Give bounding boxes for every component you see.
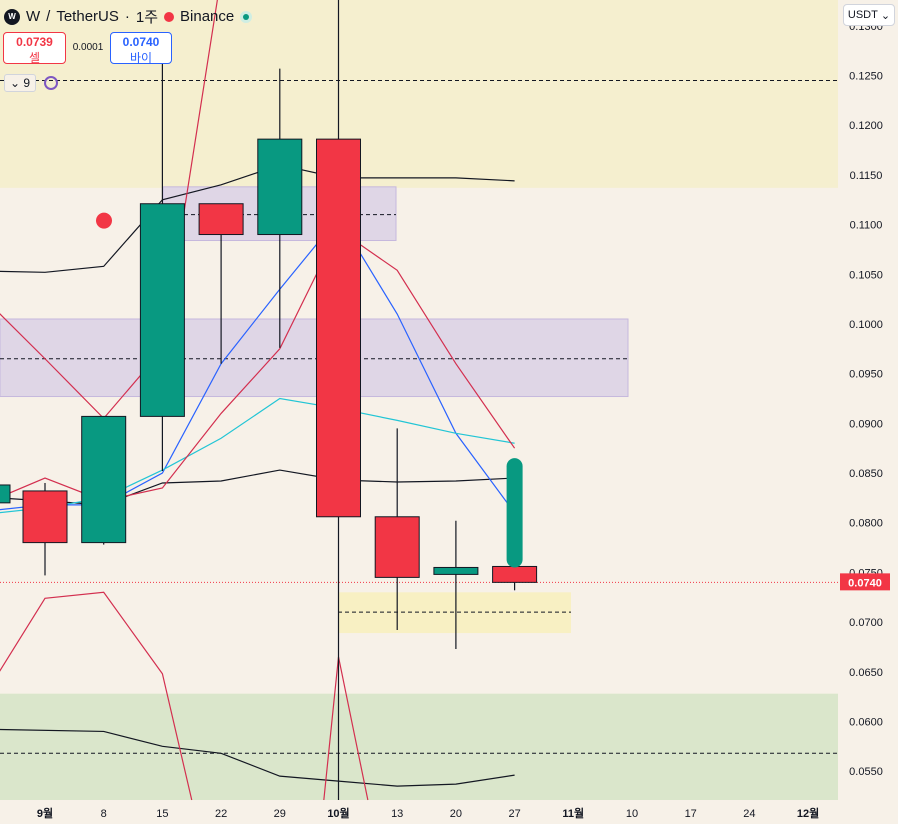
indicator-count: 9	[23, 76, 31, 90]
sell-button[interactable]: 0.0739 셀	[3, 32, 66, 65]
x-tick-label: 17	[685, 808, 697, 820]
candle-body	[492, 565, 538, 583]
projection-bar	[506, 458, 523, 568]
y-tick-label: 0.0850	[849, 468, 883, 480]
lower-band-line	[0, 728, 515, 787]
symbol-logo-icon: W	[4, 8, 20, 25]
y-tick-label: 0.1250	[849, 71, 883, 83]
zone-supply	[0, 0, 838, 188]
y-tick-label: 0.0700	[849, 617, 883, 629]
x-tick-label: 24	[743, 808, 755, 820]
symbol-header[interactable]: W W / TetherUS · 1주 Binance	[4, 6, 253, 27]
x-tick-label: 10	[626, 808, 638, 820]
x-tick-label: 15	[156, 808, 168, 820]
last-price-badge	[840, 573, 890, 591]
y-tick-label: 0.0950	[849, 369, 883, 381]
buy-price: 0.0740	[122, 35, 160, 49]
candle-body	[257, 138, 303, 236]
blue-ma-line	[0, 216, 516, 514]
currency-select[interactable]: USDT ⌄	[843, 4, 895, 26]
x-tick-label: 22	[215, 808, 227, 820]
y-tick-label: 0.0800	[849, 518, 883, 530]
y-tick-label: 0.1000	[849, 319, 883, 331]
red-mid-line	[0, 228, 516, 502]
candle-body	[374, 516, 420, 578]
x-tick-label: 20	[450, 808, 462, 820]
buy-label: 바이	[129, 51, 153, 65]
candle-body	[139, 203, 185, 417]
spread-value: 0.0001	[72, 42, 104, 53]
y-tick-label: 0.0600	[849, 716, 883, 728]
x-tick-label: 13	[391, 808, 403, 820]
buy-button[interactable]: 0.0740 바이	[110, 32, 172, 65]
candle-layer	[0, 0, 538, 800]
indicator-layer	[0, 0, 516, 801]
signal-dot	[96, 212, 112, 229]
interval-label: 1주	[135, 9, 159, 26]
market-status-icon	[240, 10, 253, 23]
sell-price: 0.0739	[16, 35, 53, 49]
refresh-icon[interactable]	[44, 76, 59, 90]
y-tick-label: 0.1150	[850, 170, 883, 182]
y-axis: 0.13000.12500.12000.11500.11000.10500.10…	[840, 21, 890, 778]
x-axis: 9월 8 15 22 29 10월 13 20 27 11월 10 17 24 12월	[37, 806, 819, 820]
y-tick-label: 0.1050	[849, 269, 883, 281]
separator: /	[46, 8, 51, 25]
zone-demand	[0, 693, 838, 800]
indicator-row: ⌄ 9	[4, 74, 59, 92]
zone-fvg-mid	[0, 318, 629, 398]
last-price-label: 0.0740	[848, 577, 882, 589]
candle-body	[198, 203, 244, 236]
exchange-name: Binance	[180, 8, 235, 25]
chevron-down-icon: ⌄	[10, 76, 21, 90]
y-tick-label: 0.0550	[849, 766, 883, 778]
x-tick-label: 8	[101, 808, 107, 820]
separator: ·	[124, 8, 130, 25]
x-tick-label: 9월	[37, 806, 53, 820]
zone-layer	[0, 0, 838, 800]
x-tick-label: 27	[508, 808, 520, 820]
candle-body	[433, 566, 479, 575]
candle-body	[81, 415, 127, 544]
quote-name: TetherUS	[56, 8, 119, 25]
candle-body	[316, 138, 361, 518]
x-tick-label: 11월	[562, 806, 584, 820]
currency-label: USDT	[847, 9, 878, 21]
y-tick-label: 0.0650	[849, 667, 883, 679]
cyan-ma-line	[0, 397, 515, 514]
chevron-down-icon: ⌄	[880, 9, 891, 22]
candle-body	[22, 490, 68, 544]
x-tick-label: 29	[274, 808, 286, 820]
y-tick-label: 0.1100	[850, 220, 883, 232]
mid-band-line	[0, 469, 515, 506]
indicator-toggle[interactable]: ⌄ 9	[4, 74, 37, 92]
red-osc-line-a	[0, 591, 193, 801]
sell-label: 셀	[28, 51, 41, 65]
market-closed-icon	[164, 11, 175, 22]
symbol-name: W	[26, 8, 41, 25]
upper-band-line	[0, 164, 515, 273]
y-tick-label: 0.0900	[849, 418, 883, 430]
candle-partial	[0, 484, 11, 504]
y-tick-label: 0.1200	[849, 120, 883, 132]
x-tick-label: 10월	[327, 806, 349, 820]
x-tick-label: 12월	[797, 806, 819, 820]
red-upper-line	[0, 0, 218, 420]
